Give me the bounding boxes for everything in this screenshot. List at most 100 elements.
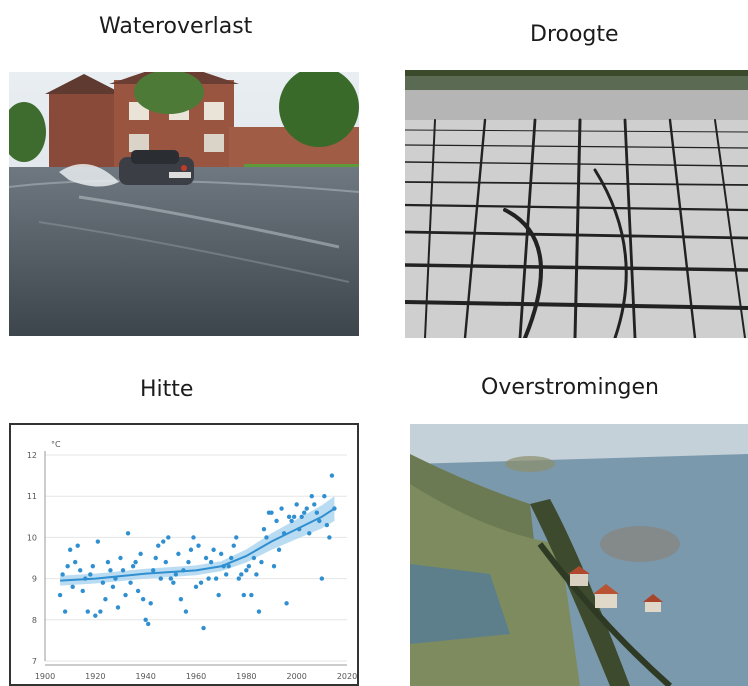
data-point — [85, 609, 90, 614]
trend-confidence-band — [60, 496, 335, 586]
data-point — [269, 510, 274, 515]
data-point — [80, 588, 85, 594]
data-point — [166, 535, 171, 540]
data-point — [294, 502, 299, 507]
data-point — [178, 597, 184, 602]
x-tick-label: 2020 — [337, 672, 357, 681]
x-tick-label: 2000 — [286, 672, 306, 681]
data-point — [118, 555, 123, 561]
data-point — [161, 539, 166, 544]
data-point — [332, 506, 337, 511]
data-point — [176, 551, 181, 557]
data-point — [206, 576, 211, 581]
data-point — [218, 551, 224, 557]
data-point — [276, 547, 282, 552]
data-point — [239, 572, 244, 577]
data-point — [286, 514, 292, 519]
data-point — [171, 580, 176, 585]
data-point — [193, 584, 199, 590]
x-tick-label: 1900 — [35, 672, 55, 681]
data-point — [261, 526, 267, 532]
data-point — [75, 543, 80, 548]
data-point — [186, 559, 191, 565]
data-point — [251, 555, 257, 561]
y-tick-label: 12 — [27, 451, 37, 460]
data-point — [229, 555, 234, 561]
x-tick-label: 1940 — [135, 672, 155, 681]
data-point — [299, 514, 304, 519]
data-point — [191, 535, 196, 540]
data-point — [224, 572, 229, 577]
data-point — [201, 625, 206, 631]
data-point — [168, 576, 174, 581]
data-point — [140, 597, 146, 602]
data-point — [158, 576, 163, 581]
data-point — [259, 559, 264, 565]
data-point — [198, 580, 204, 585]
data-point — [173, 572, 179, 577]
data-point — [254, 572, 259, 577]
data-point — [307, 531, 312, 536]
data-point — [256, 609, 262, 614]
data-point — [236, 576, 241, 581]
data-point — [213, 576, 219, 581]
data-point — [88, 572, 93, 577]
data-point — [98, 609, 103, 614]
data-point — [83, 576, 88, 581]
trend-line — [60, 507, 335, 582]
data-point — [291, 514, 297, 519]
data-point — [281, 531, 287, 536]
data-point — [108, 568, 113, 573]
data-point — [163, 559, 168, 565]
data-point — [317, 518, 322, 524]
data-point — [314, 510, 319, 515]
data-point — [264, 535, 269, 540]
data-point — [216, 592, 221, 598]
data-point — [90, 564, 96, 569]
data-point — [73, 559, 78, 565]
data-point — [231, 543, 236, 548]
data-point — [143, 617, 148, 622]
data-point — [324, 522, 330, 528]
data-point — [70, 584, 75, 590]
data-point — [304, 506, 309, 511]
data-point — [234, 535, 239, 540]
y-tick-label: 7 — [32, 657, 37, 666]
data-point — [203, 555, 209, 561]
data-point — [105, 559, 111, 565]
x-tick-label: 1980 — [236, 672, 256, 681]
hitte-title: Hitte — [140, 377, 194, 402]
y-axis-unit-label: °C — [51, 440, 61, 449]
data-point — [327, 535, 332, 540]
data-point — [284, 601, 289, 606]
temperature-chart-panel: °C 7 8 9 10 11 12 1900 1920 1940 1960 1980 2000 2020 — [9, 423, 359, 686]
data-point — [67, 547, 73, 552]
y-tick-label: 11 — [27, 492, 37, 501]
data-point — [244, 568, 249, 573]
data-point — [279, 506, 284, 511]
data-point — [135, 588, 141, 594]
data-point — [153, 555, 158, 561]
data-point — [151, 568, 156, 573]
data-point — [322, 494, 327, 499]
data-point — [113, 576, 118, 581]
data-point — [93, 613, 98, 618]
temperature-chart: °C 7 8 9 10 11 12 1900 1920 1940 1960 1980 2000 2020 — [27, 440, 357, 681]
data-point — [274, 518, 279, 524]
data-point — [128, 580, 133, 585]
data-point — [65, 564, 70, 569]
data-point — [271, 564, 277, 569]
data-point — [120, 568, 126, 573]
data-point — [289, 518, 294, 524]
data-point — [100, 580, 106, 585]
x-tick-label: 1960 — [186, 672, 206, 681]
data-point — [181, 568, 186, 573]
data-point — [329, 473, 335, 478]
data-point — [62, 609, 68, 614]
overstromingen-title: Overstromingen — [481, 375, 659, 400]
y-tick-label: 8 — [32, 616, 37, 625]
data-point — [296, 526, 302, 532]
data-point — [130, 564, 136, 569]
data-point — [125, 531, 131, 536]
data-point — [78, 568, 83, 573]
